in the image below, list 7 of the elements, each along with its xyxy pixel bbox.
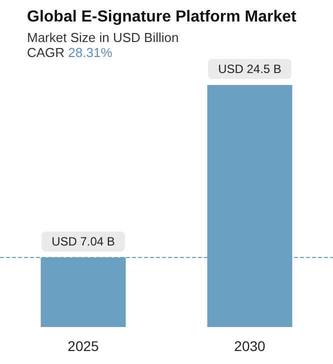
x-tick-label: 2025 — [68, 338, 100, 354]
data-label: USD 7.04 B — [52, 234, 115, 248]
chart-title: Global E-Signature Platform Market — [27, 8, 298, 26]
x-tick-label: 2030 — [234, 338, 266, 354]
data-label: USD 24.5 B — [218, 62, 282, 76]
chart-subtitle: Market Size in USD Billion — [27, 30, 179, 45]
text: CAGR 28.31% — [27, 45, 113, 60]
